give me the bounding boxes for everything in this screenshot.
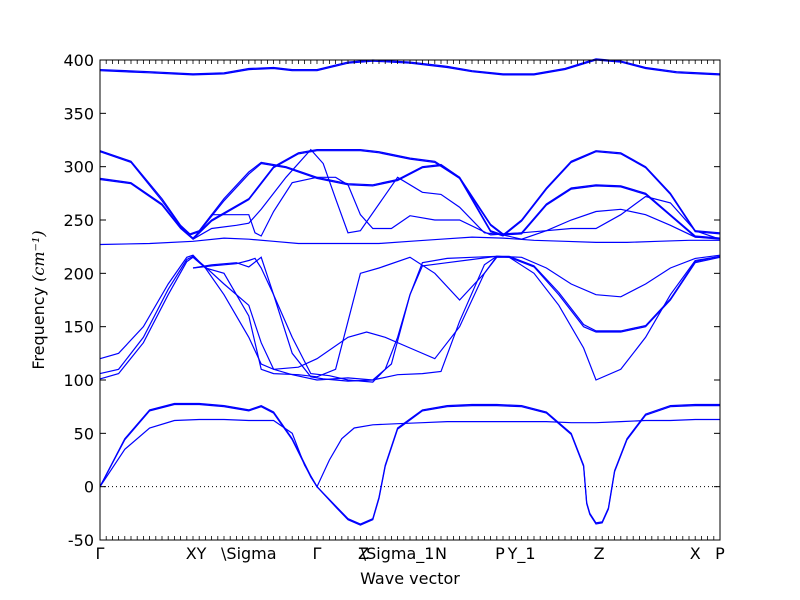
band-line-5 [99,149,721,239]
band-line-7 [99,236,720,246]
x-tick-label: X [690,544,701,563]
x-tick-label: Z [358,544,369,563]
y-axis-label-text: Frequency [29,287,48,370]
y-tick-label: 50 [74,424,94,443]
x-tick-label: P [495,544,505,563]
band-line-10 [99,254,721,381]
y-axis-label-unit: (cm⁻¹) [29,230,48,281]
x-tick-label: \Sigma_1 [361,544,435,564]
y-tick-label: 0 [84,478,94,497]
x-tick-label: XY [186,544,207,563]
x-tick-label: Z [594,544,605,563]
band-line-17 [99,418,720,488]
band-line-12 [99,255,721,380]
y-tick-label: 100 [63,371,94,390]
y-tick-label: 150 [63,318,94,337]
x-tick-label: Γ [96,544,105,563]
band-line-4 [99,151,721,237]
x-tick-label: N [435,544,447,563]
x-tick-label: Y_1 [507,544,536,564]
band-line-9 [192,148,721,240]
x-tick-label: \Sigma [221,544,277,563]
y-axis-label: Frequency (cm⁻¹) [29,230,48,369]
x-tick-label: Γ [313,544,322,563]
y-tick-label: -50 [68,531,94,550]
band-line-13 [192,254,721,383]
x-axis: Γ XY \Sigma Γ Z\Sigma_1 N P Y_1 Z X P [96,60,725,564]
x-tick-label: P [715,544,725,563]
band-line-8 [192,176,721,240]
y-tick-label: 400 [63,51,94,70]
y-axis: -50 0 50 100 150 200 250 300 350 400 [63,51,720,550]
y-tick-label: 350 [63,104,94,123]
band-line-3 [99,150,721,236]
plot-frame [99,59,721,541]
band-line-16 [99,403,720,526]
plot-area [99,58,721,526]
x-axis-label: Wave vector [360,569,460,588]
band-line-14 [192,255,497,382]
y-tick-label: 300 [63,158,94,177]
band-line-6 [99,150,721,241]
y-tick-label: 200 [63,264,94,283]
band-line-11 [99,255,721,381]
y-tick-label: 250 [63,211,94,230]
